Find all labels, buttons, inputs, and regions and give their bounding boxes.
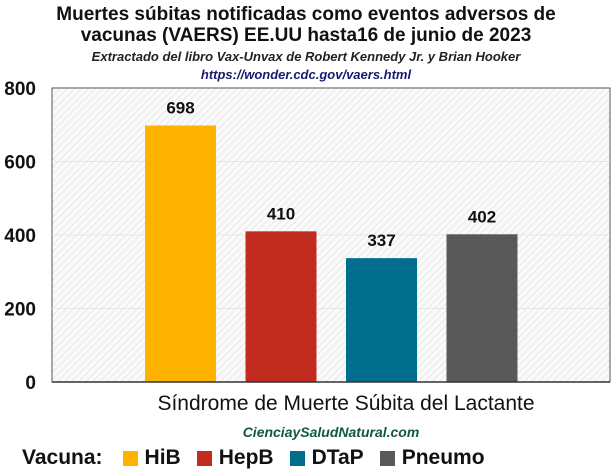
- data-label: 402: [468, 207, 496, 226]
- source-url: https://wonder.cdc.gov/vaers.html: [200, 67, 412, 82]
- data-label: 410: [267, 204, 295, 223]
- y-tick-label: 600: [4, 153, 36, 174]
- chart-subtitle: Extractado del libro Vax-Unvax de Robert…: [91, 49, 521, 64]
- legend: Vacuna: HiB HepB DTaP Pneumo: [22, 446, 485, 470]
- bar-hib: [145, 125, 216, 383]
- legend-item-label: DTaP: [311, 446, 364, 469]
- y-tick-label: 0: [25, 373, 36, 394]
- bar-hepb: [245, 231, 317, 382]
- y-tick-label: 200: [4, 300, 36, 321]
- bar-pneumo: [446, 234, 518, 382]
- y-tick-label: 800: [4, 79, 36, 100]
- legend-item-label: HiB: [144, 446, 181, 469]
- data-label: 337: [367, 231, 395, 250]
- legend-swatch-pneumo: [379, 450, 395, 466]
- data-label: 698: [166, 98, 194, 117]
- y-tick-label: 400: [4, 226, 36, 247]
- chart-title-line2: vacunas (VAERS) EE.UU hasta16 de junio d…: [80, 25, 532, 46]
- bar-dtap: [346, 258, 417, 382]
- watermark-text: CienciaySaludNatural.com: [242, 424, 420, 440]
- x-axis-label: Síndrome de Muerte Súbita del Lactante: [157, 392, 535, 415]
- legend-swatch-dtap: [289, 450, 305, 466]
- legend-swatch-hepb: [196, 450, 212, 466]
- legend-item-label: Pneumo: [401, 446, 485, 469]
- legend-swatch-hib: [122, 450, 138, 466]
- legend-item-label: HepB: [218, 446, 274, 469]
- chart-title-line1: Muertes súbitas notificadas como eventos…: [56, 4, 556, 25]
- legend-title: Vacuna:: [22, 446, 103, 469]
